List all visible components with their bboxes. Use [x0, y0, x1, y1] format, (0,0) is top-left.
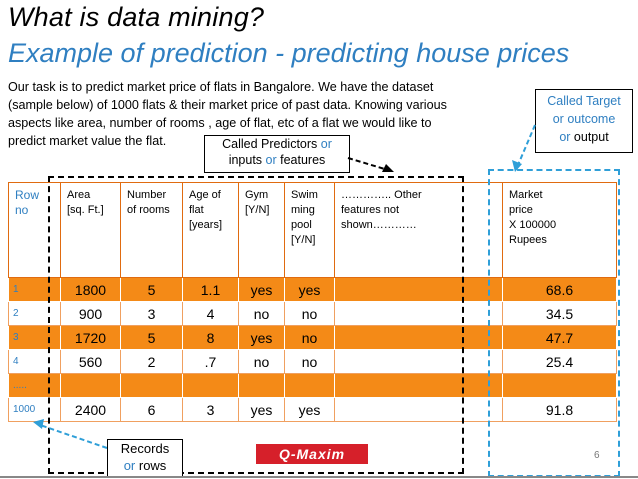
table-cell: .7 [182, 349, 239, 374]
table-cell [334, 277, 503, 302]
slide-subtitle: Example of prediction - predicting house… [8, 38, 570, 68]
table-row: 1000 2400 6 3 yes yes 91.8 [8, 397, 617, 422]
table-cell [334, 397, 503, 422]
column-header: Number of rooms [120, 182, 183, 278]
callout-text: output [570, 130, 609, 144]
divider [0, 476, 638, 478]
callout-text: or outcome [552, 112, 616, 126]
table-cell: yes [284, 277, 335, 302]
table-cell: 3 [182, 397, 239, 422]
callout-text: or [123, 458, 136, 473]
body-line: aspects like area, number of rooms , age… [8, 116, 432, 130]
table-cell [334, 325, 503, 350]
table-row: 2 900 3 4 no no 34.5 [8, 301, 617, 326]
predictors-arrow [347, 157, 389, 171]
row-number-cell: 1 [8, 277, 61, 302]
table-cell: 1720 [60, 325, 121, 350]
predictors-callout: Called Predictors or inputs or features [204, 135, 350, 173]
column-header: ………….. Other features not shown………… [334, 182, 503, 278]
table-cell: 2 [120, 349, 183, 374]
row-number-cell: ..... [8, 373, 61, 398]
arrow-head [512, 160, 522, 172]
table-cell: 560 [60, 349, 121, 374]
row-number-cell: 3 [8, 325, 61, 350]
table-cell: 6 [120, 397, 183, 422]
callout-text: Called Target [547, 94, 621, 108]
callout-text: inputs [228, 153, 266, 167]
table-cell: 900 [60, 301, 121, 326]
callout-text: or [320, 137, 332, 151]
table-cell: 34.5 [502, 301, 617, 326]
callout-text: features [276, 153, 326, 167]
table-cell: no [238, 301, 285, 326]
target-arrow [517, 124, 536, 166]
body-line: Our task is to predict market price of f… [8, 80, 434, 94]
table-cell: no [284, 349, 335, 374]
table-cell: 68.6 [502, 277, 617, 302]
table-cell [334, 301, 503, 326]
column-header: Gym [Y/N] [238, 182, 285, 278]
table-cell: 1800 [60, 277, 121, 302]
table-cell: 4 [182, 301, 239, 326]
house-price-table: Row no Area [sq. Ft.] Number of rooms Age o… [8, 182, 617, 422]
table-cell: yes [284, 397, 335, 422]
table-cell: 47.7 [502, 325, 617, 350]
table-cell [182, 373, 239, 398]
callout-text: rows [135, 458, 167, 473]
table-cell: 3 [120, 301, 183, 326]
callout-text: or [559, 130, 571, 144]
table-row: ..... [8, 373, 617, 398]
body-line: predict market value the flat. [8, 134, 167, 148]
callout-text: Called Predictors [222, 137, 321, 151]
callout-text: Records [120, 441, 170, 456]
table-cell: 8 [182, 325, 239, 350]
table-cell: 5 [120, 277, 183, 302]
predictors-highlight [48, 176, 464, 474]
page-number: 6 [594, 450, 600, 461]
row-number-cell: 1000 [8, 397, 61, 422]
body-line: (sample below) of 1000 flats & their mar… [8, 98, 447, 112]
table-cell [60, 373, 121, 398]
header-row-no: Row no [8, 182, 61, 278]
records-callout: Records or rows [107, 439, 183, 477]
q-maxim-logo: Q-Maxim [256, 444, 368, 464]
table-cell [334, 373, 503, 398]
records-arrow [39, 424, 108, 449]
slide-title: What is data mining? [8, 2, 265, 32]
table-cell: 5 [120, 325, 183, 350]
table-cell: 2400 [60, 397, 121, 422]
callout-text: or [265, 153, 277, 167]
table-cell [334, 349, 503, 374]
arrow-head [382, 164, 394, 172]
column-header: Swim ming pool [Y/N] [284, 182, 335, 278]
table-cell [120, 373, 183, 398]
table-cell: yes [238, 397, 285, 422]
table-cell [284, 373, 335, 398]
table-cell: yes [238, 325, 285, 350]
table-row: 3 1720 5 8 yes no 47.7 [8, 325, 617, 350]
table-row: 1 1800 5 1.1 yes yes 68.6 [8, 277, 617, 302]
table-cell [238, 373, 285, 398]
target-callout: Called Target or outcome or output [535, 89, 633, 153]
arrow-head [33, 419, 44, 429]
task-description: Our task is to predict market price of f… [8, 78, 528, 150]
table-cell: 91.8 [502, 397, 617, 422]
